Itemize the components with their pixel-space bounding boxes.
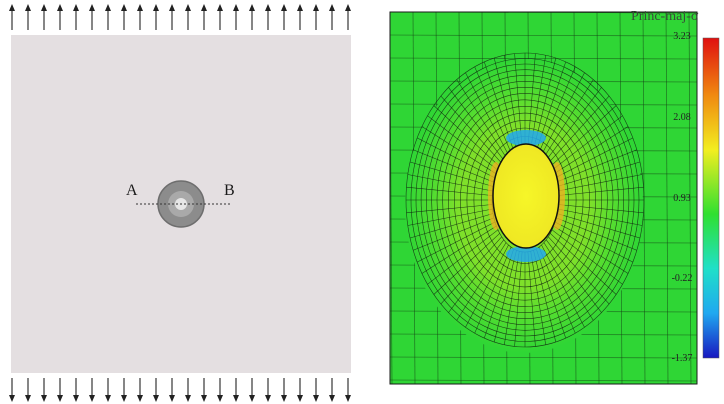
inclusion-region [492, 143, 560, 249]
tension-arrow-top [57, 4, 63, 30]
tension-arrow-bottom [73, 378, 79, 402]
tension-arrow-bottom [89, 378, 95, 402]
tension-arrow-top [153, 4, 159, 30]
tension-arrow-top [345, 4, 351, 30]
legend-tick-2: 0.93 [673, 193, 691, 204]
tension-arrow-bottom [297, 378, 303, 402]
tension-arrow-bottom [217, 378, 223, 402]
tension-arrow-bottom [249, 378, 255, 402]
compression-band-top [506, 130, 546, 146]
stress-contour-plot [389, 11, 720, 385]
tension-arrow-bottom [169, 378, 175, 402]
legend-title: Princ-maj-σ [631, 9, 699, 24]
tension-arrow-top [313, 4, 319, 30]
plate-schematic [9, 4, 351, 402]
tension-arrow-top [41, 4, 47, 30]
legend-tick-3: -0.22 [671, 273, 693, 284]
legend-tick-0: 3.23 [673, 31, 691, 42]
tension-arrow-top [9, 4, 15, 30]
tension-arrow-bottom [153, 378, 159, 402]
tension-arrow-top [281, 4, 287, 30]
tension-arrow-bottom [185, 378, 191, 402]
tension-arrow-top [249, 4, 255, 30]
tension-arrow-top [121, 4, 127, 30]
tension-arrow-top [217, 4, 223, 30]
tension-arrow-bottom [121, 378, 127, 402]
tension-arrow-bottom [105, 378, 111, 402]
legend-tick-4: -1.37 [671, 353, 693, 364]
top-tension-arrows [9, 4, 351, 30]
tension-arrow-bottom [137, 378, 143, 402]
point-b-label: B [224, 182, 235, 199]
contour-frame [389, 11, 698, 385]
tension-arrow-top [73, 4, 79, 30]
tension-arrow-top [25, 4, 31, 30]
colorbar [702, 37, 720, 359]
point-a-label: A [126, 182, 138, 199]
tension-arrow-bottom [201, 378, 207, 402]
tension-arrow-top [169, 4, 175, 30]
tension-arrow-top [297, 4, 303, 30]
legend-tick-1: 2.08 [673, 112, 691, 123]
tension-arrow-top [201, 4, 207, 30]
tension-arrow-bottom [281, 378, 287, 402]
tension-arrow-bottom [233, 378, 239, 402]
tension-arrow-bottom [57, 378, 63, 402]
tension-arrow-bottom [25, 378, 31, 402]
tension-arrow-bottom [313, 378, 319, 402]
tension-arrow-bottom [329, 378, 335, 402]
tension-arrow-bottom [265, 378, 271, 402]
compression-band-bottom [506, 246, 546, 262]
tension-arrow-top [137, 4, 143, 30]
tension-arrow-top [185, 4, 191, 30]
tension-arrow-top [105, 4, 111, 30]
tension-arrow-bottom [41, 378, 47, 402]
refined-mesh [405, 52, 645, 348]
bottom-tension-arrows [9, 378, 351, 402]
tension-arrow-bottom [9, 378, 15, 402]
tension-arrow-top [233, 4, 239, 30]
tension-arrow-top [329, 4, 335, 30]
tension-arrow-top [265, 4, 271, 30]
tension-arrow-bottom [345, 378, 351, 402]
tension-arrow-top [89, 4, 95, 30]
